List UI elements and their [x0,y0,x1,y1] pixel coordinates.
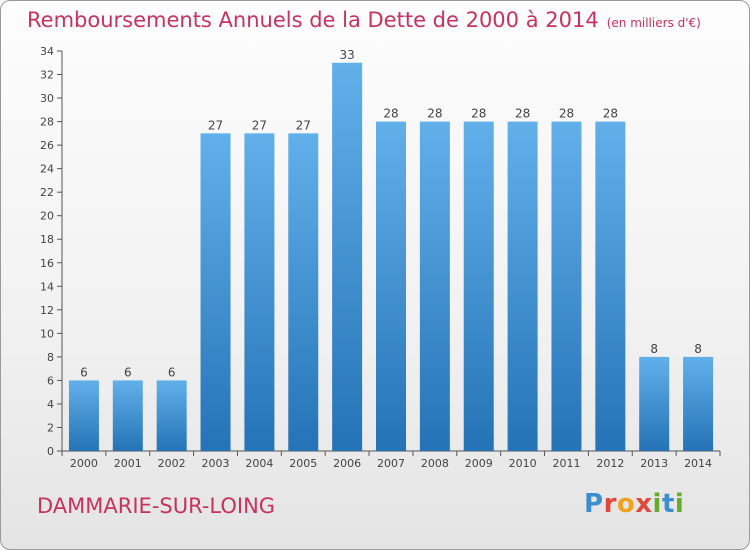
data-label: 6 [168,365,176,379]
x-tick-label: 2012 [596,457,624,470]
bar [507,121,538,452]
data-label: 6 [124,365,132,379]
chart-data-labels: 6 6 6 27 27 27 33 28 28 28 28 28 28 8 8 [80,48,702,380]
bar [639,356,670,451]
chart-title-text: Remboursements Annuels de la Dette de 20… [27,8,599,32]
y-tick-label: 32 [40,69,54,82]
data-label: 27 [208,118,223,132]
bar [156,380,187,451]
y-tick-label: 28 [40,116,54,129]
data-label: 28 [383,107,398,121]
x-tick-label: 2010 [509,457,537,470]
y-tick-label: 4 [47,398,54,411]
y-tick-label: 26 [40,139,54,152]
y-tick-label: 0 [47,445,54,458]
data-label: 6 [80,365,88,379]
y-tick-label: 24 [40,163,54,176]
x-tick-label: 2014 [684,457,712,470]
x-tick-label: 2000 [70,457,98,470]
chart-unit-text: (en milliers d'€) [606,16,701,30]
y-tick-label: 6 [47,374,54,387]
bar [68,380,99,451]
data-label: 27 [252,118,267,132]
data-label: 27 [296,118,311,132]
x-tick-label: 2006 [333,457,361,470]
bar [551,121,582,452]
bar [112,380,143,451]
bar [376,121,406,452]
y-tick-label: 12 [40,304,54,317]
x-tick-label: 2005 [289,457,317,470]
data-label: 28 [515,107,530,121]
y-tick-label: 30 [40,92,54,105]
x-tick-label: 2007 [377,457,405,470]
x-tick-label: 2011 [552,457,580,470]
data-label: 8 [650,342,658,356]
y-tick-label: 8 [47,351,54,364]
bar [595,121,626,452]
y-tick-label: 18 [40,233,54,246]
bar [683,356,714,451]
proxiti-logo: Proxiti [584,489,685,519]
data-label: 33 [339,48,354,62]
bar [244,133,275,451]
y-tick-label: 14 [40,280,54,293]
x-tick-label: 2002 [158,457,186,470]
bar [288,133,319,451]
x-tick-label: 2008 [421,457,449,470]
chart-title: Remboursements Annuels de la Dette de 20… [27,8,701,32]
y-tick-label: 22 [40,186,54,199]
y-tick-label: 34 [40,45,54,58]
x-tick-label: 2001 [114,457,142,470]
data-label: 8 [694,342,702,356]
x-tick-label: 2003 [202,457,230,470]
data-label: 28 [427,107,442,121]
y-tick-label: 2 [47,421,54,434]
y-tick-label: 16 [40,257,54,270]
x-tick-label: 2004 [245,457,273,470]
chart-bars [68,62,714,452]
x-tick-label: 2013 [640,457,668,470]
x-tick-label: 2009 [465,457,493,470]
data-label: 28 [471,107,486,121]
data-label: 28 [603,107,618,121]
bar [419,121,450,452]
data-label: 28 [559,107,574,121]
bar [332,62,363,451]
bar [200,133,231,451]
bar [463,121,494,452]
y-tick-label: 10 [40,327,54,340]
y-tick-label: 20 [40,210,54,223]
commune-name: DAMMARIE-SUR-LOING [37,494,276,518]
